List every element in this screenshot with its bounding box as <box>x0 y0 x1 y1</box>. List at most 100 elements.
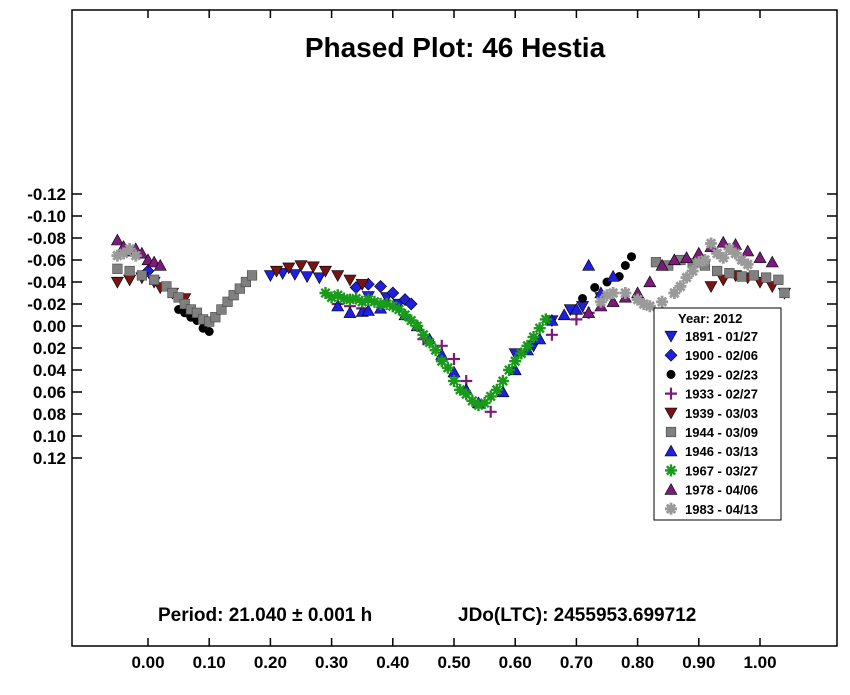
x-tick-label: 0.50 <box>437 653 470 672</box>
legend-marker <box>665 387 677 400</box>
data-point <box>331 299 345 312</box>
data-marks <box>110 233 791 418</box>
data-point <box>582 306 596 318</box>
x-tick-label: 1.00 <box>743 653 776 672</box>
data-point <box>626 252 636 262</box>
data-point <box>325 291 338 304</box>
data-point <box>606 295 620 307</box>
data-point <box>161 281 172 292</box>
x-tick-label: 0.20 <box>254 653 287 672</box>
data-point <box>601 289 613 302</box>
data-point <box>111 249 124 262</box>
data-point <box>606 269 620 282</box>
data-point <box>356 295 369 308</box>
data-point <box>620 261 630 270</box>
x-tick-label: 0.70 <box>560 653 593 672</box>
data-point <box>374 279 387 293</box>
data-point <box>191 307 203 318</box>
data-point <box>112 263 123 274</box>
data-point <box>668 287 681 299</box>
legend-label: 1900 - 02/06 <box>685 348 758 363</box>
data-point <box>490 383 503 396</box>
data-point <box>246 270 258 281</box>
data-point <box>472 399 485 412</box>
data-point <box>503 364 516 376</box>
data-point <box>643 300 656 313</box>
data-point <box>331 289 344 302</box>
data-point <box>124 265 135 277</box>
data-point <box>294 260 308 273</box>
data-point <box>674 280 687 293</box>
data-point <box>153 258 167 271</box>
data-point <box>355 279 369 291</box>
legend-label: 1933 - 02/27 <box>685 387 758 402</box>
data-point <box>423 336 436 349</box>
data-point <box>404 297 418 311</box>
data-point <box>343 274 357 287</box>
data-point <box>539 313 552 326</box>
data-point <box>557 308 571 321</box>
data-point <box>288 269 302 281</box>
y-tick-label: -0.08 <box>27 229 66 248</box>
legend-marker <box>665 464 677 477</box>
data-point <box>704 281 718 294</box>
legend-title: Year: 2012 <box>678 311 742 326</box>
x-tick-label: 0.10 <box>193 653 226 672</box>
legend-marker <box>664 407 678 420</box>
data-point <box>429 344 442 357</box>
data-point <box>149 274 160 285</box>
x-tick-label: 0.00 <box>131 653 164 672</box>
data-point <box>216 304 227 315</box>
data-point <box>234 283 245 294</box>
data-point <box>496 375 509 387</box>
data-point <box>319 287 332 299</box>
data-point <box>724 268 735 279</box>
data-point <box>123 243 136 255</box>
y-tick-label: -0.10 <box>27 207 66 226</box>
data-point <box>331 270 345 283</box>
legend-label: 1967 - 03/27 <box>685 463 758 478</box>
data-point <box>637 298 650 310</box>
data-point <box>312 272 326 285</box>
data-point <box>282 262 296 275</box>
y-tick-label: 0.06 <box>33 383 66 402</box>
data-point <box>435 355 448 368</box>
legend-marker <box>664 482 678 495</box>
data-point <box>748 270 759 281</box>
data-point <box>717 251 730 264</box>
data-point <box>667 253 681 266</box>
data-point <box>545 328 558 341</box>
data-point <box>515 347 528 360</box>
legend-marker <box>665 502 677 515</box>
data-point <box>350 292 363 305</box>
legend-marker <box>665 426 677 438</box>
data-point <box>123 274 137 287</box>
data-point <box>578 294 588 303</box>
data-point <box>306 261 320 274</box>
period-annotation: Period: 21.040 ± 0.001 h <box>158 605 372 626</box>
data-point <box>570 313 583 326</box>
data-point <box>484 405 497 418</box>
data-point <box>300 271 314 284</box>
data-point <box>362 293 375 306</box>
data-point <box>761 272 772 283</box>
data-point <box>228 290 239 301</box>
legend-marker <box>666 369 676 379</box>
data-point <box>735 254 748 266</box>
data-point <box>692 256 705 269</box>
data-point <box>179 298 190 310</box>
data-point <box>405 314 418 327</box>
data-point <box>270 265 284 278</box>
x-tick-label: 0.30 <box>315 653 348 672</box>
data-point <box>723 243 736 255</box>
axis-ticks: 0.00 0.10 0.20 0.30 0.40 0.50 0.60 0.70 0.80 0.90… <box>27 10 837 672</box>
jdo-annotation: JDo(LTC): 2455953.699712 <box>458 605 696 626</box>
y-tick-label: 0.02 <box>33 339 66 358</box>
data-point <box>569 302 583 315</box>
data-point <box>343 306 357 318</box>
data-point <box>741 244 755 257</box>
data-point <box>318 265 332 278</box>
data-point <box>448 375 460 387</box>
data-point <box>753 251 767 263</box>
legend-box <box>653 307 782 521</box>
